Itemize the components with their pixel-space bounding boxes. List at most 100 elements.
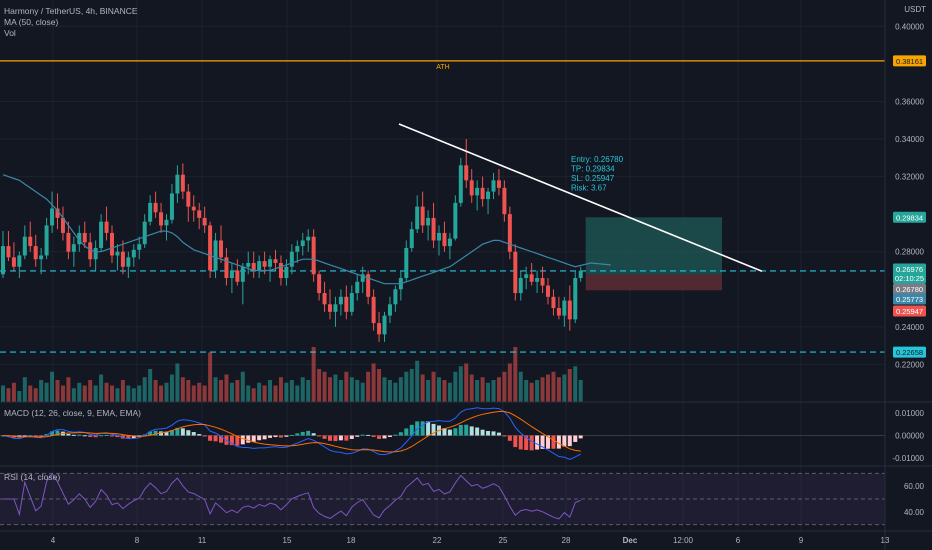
macd-histogram-bar bbox=[50, 431, 55, 436]
trade-risk-label: Risk: 3.67 bbox=[571, 184, 607, 193]
volume-bar bbox=[115, 388, 120, 402]
candle-body bbox=[17, 255, 22, 267]
candle-body bbox=[208, 225, 213, 271]
candle-body bbox=[1, 246, 5, 275]
volume-bar bbox=[240, 371, 245, 402]
volume-bar bbox=[573, 366, 578, 402]
candle-body bbox=[387, 304, 392, 316]
candle-body bbox=[349, 293, 354, 312]
macd-histogram-bar bbox=[186, 430, 191, 436]
macd-histogram-bar bbox=[464, 424, 469, 436]
rsi-legend[interactable]: RSI (14, close) bbox=[4, 472, 61, 482]
volume-bar bbox=[88, 380, 93, 402]
candle-body bbox=[366, 274, 371, 297]
macd-histogram-bar bbox=[480, 429, 485, 436]
candle-body bbox=[93, 247, 98, 260]
macd-histogram-bar bbox=[66, 433, 71, 436]
volume-bar bbox=[202, 385, 207, 402]
candle-body bbox=[22, 236, 27, 256]
macd-histogram-bar bbox=[349, 435, 354, 439]
time-tick: 15 bbox=[283, 536, 292, 545]
price-badge-text-tp: 0.29834 bbox=[896, 213, 923, 222]
price-badge-text-ma: 0.25773 bbox=[896, 295, 923, 304]
candle-body bbox=[311, 236, 316, 275]
candle-body bbox=[240, 266, 245, 282]
time-tick: 6 bbox=[736, 536, 741, 545]
candle-body bbox=[300, 240, 305, 247]
symbol-legend[interactable]: Harmony / TetherUS, 4h, BINANCE MA (50, … bbox=[4, 6, 138, 39]
time-tick: 12:00 bbox=[673, 536, 694, 545]
volume-bar bbox=[355, 380, 360, 402]
macd-histogram-bar bbox=[55, 430, 60, 436]
macd-histogram-bar bbox=[77, 434, 82, 436]
time-tick: 8 bbox=[135, 536, 140, 545]
candle-body bbox=[295, 246, 300, 252]
candle-body bbox=[33, 246, 38, 260]
macd-histogram-bar bbox=[420, 421, 425, 436]
macd-histogram-bar bbox=[409, 424, 414, 436]
candle-body bbox=[535, 278, 540, 282]
price-badge-last bbox=[893, 263, 926, 275]
macd-histogram-bar bbox=[442, 428, 447, 436]
volume-bar bbox=[344, 371, 349, 402]
macd-histogram-bar bbox=[273, 435, 278, 438]
volume-bar bbox=[110, 385, 114, 402]
candle-body bbox=[142, 221, 147, 245]
candle-body bbox=[469, 180, 474, 196]
volume-bar bbox=[442, 380, 447, 402]
ma-legend[interactable]: MA (50, close) bbox=[4, 17, 59, 27]
macd-histogram-bar bbox=[382, 435, 387, 439]
axes: USDT 0.40000 0.36000 0.34000 0.32000 0.28000 0… bbox=[51, 5, 926, 545]
candle-body bbox=[180, 174, 185, 192]
price-tick: 0.22000 bbox=[895, 360, 924, 369]
time-tick: 4 bbox=[51, 536, 56, 545]
candle-body bbox=[88, 242, 93, 260]
volume-bar bbox=[191, 385, 196, 402]
symbol-title[interactable]: Harmony / TetherUS, 4h, BINANCE bbox=[4, 6, 138, 16]
volume-bar bbox=[104, 382, 109, 402]
candle-body bbox=[213, 240, 218, 271]
volume-bar bbox=[229, 382, 234, 402]
candle-body bbox=[513, 251, 518, 294]
candle-body bbox=[126, 257, 131, 267]
volume-bar bbox=[295, 385, 300, 402]
price-badge-countdown bbox=[893, 272, 926, 284]
candle-body bbox=[551, 296, 556, 309]
time-tick: 13 bbox=[881, 536, 890, 545]
candle-body bbox=[409, 229, 414, 248]
macd-histogram-bar bbox=[567, 435, 572, 447]
macd-legend[interactable]: MACD (12, 26, close, 9, EMA, EMA) bbox=[4, 408, 141, 418]
price-badge-text-ath: 0.38161 bbox=[896, 57, 923, 66]
macd-histogram-bar bbox=[99, 435, 104, 437]
macd-histogram-bar bbox=[110, 435, 114, 437]
macd-histogram-bar bbox=[311, 433, 316, 436]
candle-body bbox=[556, 308, 561, 316]
volume-bar bbox=[120, 380, 125, 402]
volume-bar bbox=[393, 382, 398, 402]
candle-body bbox=[82, 232, 87, 243]
candle-body bbox=[344, 296, 349, 312]
volume-bar bbox=[289, 380, 294, 402]
rsi-tick: 60.00 bbox=[904, 482, 925, 491]
volume-bar bbox=[415, 360, 420, 402]
macd-histogram-bar bbox=[355, 435, 360, 437]
volume-bars bbox=[1, 347, 583, 402]
macd-histogram-bar bbox=[175, 427, 180, 436]
macd-histogram-bar bbox=[131, 435, 136, 438]
macd-histogram-bar bbox=[257, 435, 262, 441]
macd-histogram-bar bbox=[502, 435, 507, 437]
candle-body bbox=[458, 165, 463, 203]
macd-histogram-bar bbox=[33, 435, 38, 437]
macd-histogram-bar bbox=[469, 426, 474, 436]
candle-body bbox=[278, 262, 283, 279]
volume-bar bbox=[60, 385, 65, 402]
volume-bar bbox=[50, 371, 55, 402]
price-tick: 0.32000 bbox=[895, 173, 924, 182]
volume-bar bbox=[306, 380, 311, 402]
volume-bar bbox=[148, 369, 153, 402]
vol-legend[interactable]: Vol bbox=[4, 28, 16, 38]
volume-bar bbox=[39, 380, 44, 402]
candle-body bbox=[120, 251, 125, 267]
volume-bar bbox=[197, 382, 202, 402]
